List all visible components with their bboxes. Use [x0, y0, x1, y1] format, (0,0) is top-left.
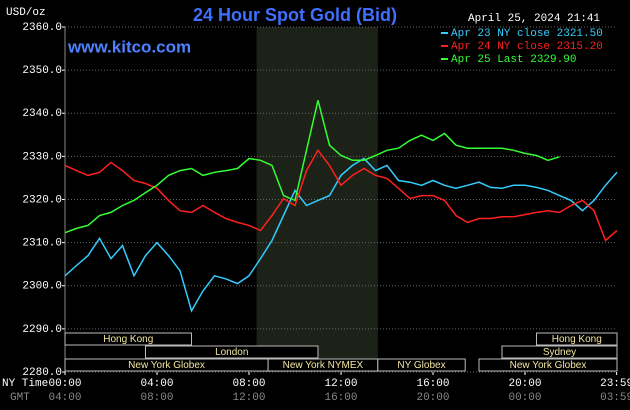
y-tick-label: 2300.0	[22, 281, 62, 293]
session-box	[536, 332, 618, 346]
x-tick-label: 20:00	[508, 378, 541, 390]
x-tick-label: 12:00	[324, 378, 357, 390]
y-tick-label: 2290.0	[22, 324, 62, 336]
session-label: NY Globex	[397, 360, 445, 371]
timestamp: April 25, 2024 21:41	[468, 13, 600, 25]
session-label: London	[215, 347, 248, 358]
y-tick-label: 2340.0	[22, 108, 62, 120]
x2-tick-label: 04:00	[48, 392, 81, 404]
y-tick-label: 2310.0	[22, 238, 62, 250]
price-line	[64, 148, 618, 242]
session-label: New York NYMEX	[283, 360, 364, 371]
session-label: New York Globex	[510, 360, 587, 371]
session-box	[478, 358, 618, 372]
x-tick-label: 23:59	[600, 378, 630, 390]
session-label: Hong Kong	[103, 334, 153, 345]
session-box	[145, 345, 319, 359]
session-box	[64, 332, 192, 346]
price-line	[64, 100, 560, 234]
y-axis-label: USD/oz	[6, 7, 46, 19]
y-tick-label: 2330.0	[22, 151, 62, 163]
legend-entry: Apr 24 NY close 2315.20	[451, 41, 603, 53]
x2-axis-label: GMT	[10, 392, 30, 404]
y-tick-label: 2350.0	[22, 65, 62, 77]
source: www.kitco.com	[67, 37, 191, 56]
x2-tick-label: 20:00	[416, 392, 449, 404]
x2-tick-label: 08:00	[140, 392, 173, 404]
x-tick-label: 00:00	[48, 378, 81, 390]
x2-tick-label: 00:00	[508, 392, 541, 404]
price-line	[64, 157, 618, 313]
session-label: Hong Kong	[552, 334, 602, 345]
x2-tick-label: 03:59	[600, 392, 630, 404]
legend-entry: Apr 25 Last 2329.90	[451, 54, 576, 66]
y-tick-label: 2360.0	[22, 22, 62, 34]
x2-tick-label: 16:00	[324, 392, 357, 404]
x-axis-label: NY Time	[2, 378, 48, 390]
y-tick-label: 2280.0	[22, 367, 62, 379]
chart-title: 24 Hour Spot Gold (Bid)	[193, 5, 397, 25]
session-label: New York Globex	[128, 360, 205, 371]
x-tick-label: 04:00	[140, 378, 173, 390]
x-tick-label: 16:00	[416, 378, 449, 390]
x-tick-label: 08:00	[232, 378, 265, 390]
legend-entry: Apr 23 NY close 2321.50	[451, 28, 603, 40]
session-label: Sydney	[543, 347, 576, 358]
y-tick-label: 2320.0	[22, 194, 62, 206]
x2-tick-label: 12:00	[232, 392, 265, 404]
session-box	[501, 345, 618, 359]
session-box	[377, 358, 466, 372]
